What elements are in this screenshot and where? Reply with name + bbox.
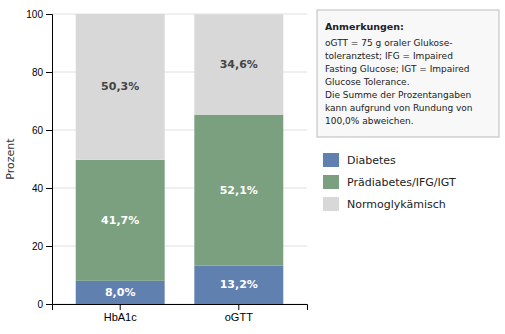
data-label: 50,3% [101, 80, 139, 93]
tick-label: 0 [37, 299, 43, 310]
series [76, 14, 284, 160]
tick: oGTT [225, 304, 253, 323]
axis-title: Prozent [4, 138, 17, 180]
data-label: 8,0% [105, 286, 136, 299]
tick: 60 [32, 125, 52, 136]
tick-mark [46, 72, 52, 73]
data-label: 13,2% [220, 278, 258, 291]
tick-label: 100 [26, 9, 43, 20]
bars [76, 14, 284, 304]
tick-mark [46, 14, 52, 15]
tick-mark [238, 304, 239, 310]
bar-segment [76, 160, 165, 281]
chart: 8,0% 13,2% 41,7% 52,1% 50,3% 34,6% 0 20 40 60 80 10… [0, 0, 505, 334]
legend-item: Diabetes [323, 153, 396, 167]
legend-swatch [323, 153, 339, 167]
tick: 20 [32, 241, 52, 252]
y-axis: 0 20 40 60 80 100 [26, 9, 52, 310]
axis-line [53, 305, 308, 311]
tick: 100 [26, 9, 52, 20]
legend-label: Prädiabetes/IFG/IGT [347, 176, 456, 189]
legend-item: Normoglykämisch [323, 197, 446, 211]
legend-swatch [323, 175, 339, 189]
legend-swatch [323, 197, 339, 211]
tick-label: 40 [32, 183, 44, 194]
tick-mark [46, 246, 52, 247]
data-label: 34,6% [220, 58, 258, 71]
annotation-line: Glucose Tolerance. [325, 77, 410, 87]
legend-label: Diabetes [347, 154, 396, 167]
plot: 8,0% 13,2% 41,7% 52,1% 50,3% 34,6% 0 20 40 60 80 10… [4, 9, 308, 323]
tick-label: oGTT [225, 311, 253, 323]
annotation-title: Anmerkungen: [325, 21, 404, 32]
axis-line [46, 15, 53, 305]
data-label: 52,1% [220, 184, 258, 197]
annotation: Anmerkungen: oGTT = 75 g oraler Glukose-t… [317, 10, 499, 137]
bar-segment [194, 266, 283, 304]
annotation-line: oGTT = 75 g oraler Glukose- [325, 38, 453, 48]
tick-label: 60 [32, 125, 44, 136]
tick-mark [46, 188, 52, 189]
annotation-line: 100,0% abweichen. [325, 116, 414, 126]
annotation-line: kann aufgrund von Rundung von [325, 103, 473, 113]
annotation-line: Fasting Glucose; IGT = Impaired [325, 64, 470, 74]
bar-segment [76, 281, 165, 304]
annotation-line: Die Summe der Prozentangaben [325, 90, 471, 100]
annotation-line: toleranztest; IFG = Impaired [325, 51, 453, 61]
tick: HbA1c [104, 304, 138, 323]
tick-mark [120, 304, 121, 310]
data-labels: 8,0% 13,2% 41,7% 52,1% 50,3% 34,6% [101, 58, 258, 299]
tick: 0 [37, 299, 52, 310]
bar-segment [76, 14, 165, 160]
tick: 80 [32, 67, 52, 78]
legend: Diabetes Prädiabetes/IFG/IGT Normoglykämis… [323, 153, 456, 211]
data-label: 41,7% [101, 214, 139, 227]
tick-mark [46, 304, 52, 305]
grid [52, 14, 307, 304]
x-axis: HbA1c oGTT [53, 304, 308, 323]
legend-label: Normoglykämisch [347, 198, 446, 211]
bar-segment [194, 115, 283, 266]
tick-label: 20 [32, 241, 44, 252]
tick: 40 [32, 183, 52, 194]
bar-segment [194, 14, 283, 114]
tick-label: 80 [32, 67, 44, 78]
legend-item: Prädiabetes/IFG/IGT [323, 175, 456, 189]
tick-label: HbA1c [104, 311, 138, 323]
annotation-box [317, 10, 499, 137]
tick-mark [46, 130, 52, 131]
